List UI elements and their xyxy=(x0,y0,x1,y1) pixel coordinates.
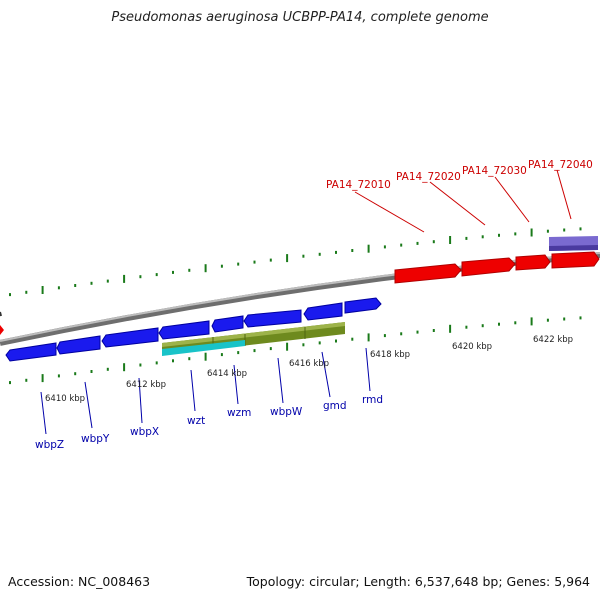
gene-arrow-PA14_72040[interactable] xyxy=(551,251,600,269)
gene-arrow-wbpY[interactable] xyxy=(56,335,101,355)
gene-arrow-wbpX[interactable] xyxy=(101,327,159,348)
forward-tick-row xyxy=(9,227,582,297)
reverse-gene-label[interactable]: gmd xyxy=(323,400,347,412)
reverse-gene-label[interactable]: wbpY xyxy=(81,433,110,445)
scale-label: 6418 kbp xyxy=(370,350,410,360)
gene-arrow-gmd[interactable] xyxy=(303,302,343,321)
gene-arrow-PA14_72010[interactable] xyxy=(394,263,462,284)
accession-text: Accession: NC_008463 xyxy=(8,574,151,589)
gene-leader-lines xyxy=(40,169,572,435)
partial-forward-gene[interactable] xyxy=(0,325,4,335)
scale-label: 6412 kbp xyxy=(126,380,166,390)
forward-gene-label[interactable]: PA14_72030 xyxy=(462,165,527,177)
forward-gene-label[interactable]: PA14_72010 xyxy=(326,179,391,191)
gene-arrow-wbpZ[interactable] xyxy=(5,342,57,362)
scale-label: 6420 kbp xyxy=(452,342,492,352)
genome-stats-text: Topology: circular; Length: 6,537,648 bp… xyxy=(246,574,590,589)
reverse-gene-label[interactable]: rmd xyxy=(362,394,383,406)
gene-arrow-PA14_72020[interactable] xyxy=(461,257,516,277)
reverse-gene-label[interactable]: wbpX xyxy=(130,426,159,438)
reverse-gene-label[interactable]: wbpZ xyxy=(35,439,64,451)
reverse-gene-arrows xyxy=(5,297,382,362)
feature-cyan[interactable] xyxy=(162,340,245,356)
scale-label: 6422 kbp xyxy=(533,335,573,345)
forward-gene-label[interactable]: PA14_72020 xyxy=(396,171,461,183)
scale-label: 6416 kbp xyxy=(289,359,329,369)
feature-track xyxy=(162,236,598,356)
genome-title: Pseudomonas aeruginosa UCBPP-PA14, compl… xyxy=(111,10,489,25)
gene-arrow-wzm[interactable] xyxy=(211,315,244,333)
gene-arrow-wzt[interactable] xyxy=(158,320,210,340)
gene-arrow-PA14_72030[interactable] xyxy=(515,254,551,271)
gene-arrow-wbpW[interactable] xyxy=(243,309,302,328)
reverse-gene-label[interactable]: wzm xyxy=(227,407,251,419)
scale-label: 6414 kbp xyxy=(207,369,247,379)
gene-arrow-rmd[interactable] xyxy=(344,297,382,314)
reverse-tick-row xyxy=(9,316,582,385)
reverse-gene-label[interactable]: wbpW xyxy=(270,406,303,418)
scale-label: 6410 kbp xyxy=(45,394,85,404)
forward-gene-arrows xyxy=(394,251,600,284)
reverse-gene-label[interactable]: wzt xyxy=(187,415,205,427)
forward-gene-label[interactable]: PA14_72040 xyxy=(528,159,593,171)
